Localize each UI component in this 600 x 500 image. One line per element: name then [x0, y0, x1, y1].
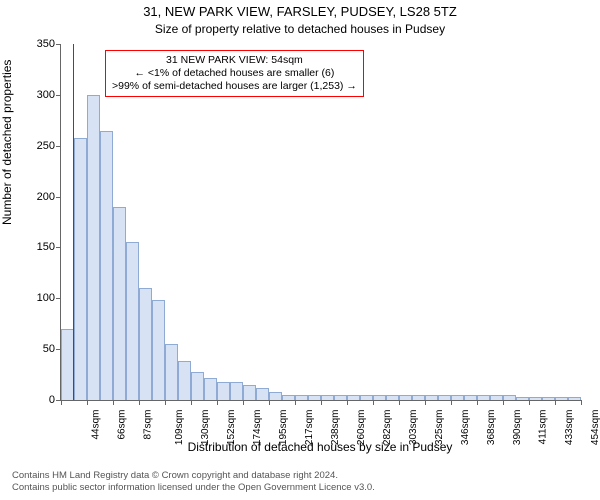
histogram-bar: [568, 397, 581, 400]
histogram-bar: [529, 397, 542, 400]
histogram-bar: [87, 95, 100, 400]
chart-title: 31, NEW PARK VIEW, FARSLEY, PUDSEY, LS28…: [0, 4, 600, 19]
histogram-bar: [347, 395, 360, 400]
histogram-bar: [451, 395, 464, 400]
y-tick-mark: [56, 197, 61, 198]
histogram-bar: [100, 131, 113, 400]
x-tick-mark: [139, 400, 140, 405]
plot-area: 05010015020025030035044sqm66sqm87sqm109s…: [60, 44, 581, 401]
histogram-bar: [412, 395, 425, 400]
annotation-line: >99% of semi-detached houses are larger …: [112, 80, 357, 93]
histogram-bar: [191, 372, 204, 400]
x-tick-mark: [191, 400, 192, 405]
histogram-bar: [269, 392, 282, 400]
histogram-bar: [152, 300, 165, 400]
x-tick-mark: [529, 400, 530, 405]
histogram-bar: [425, 395, 438, 400]
x-tick-mark: [321, 400, 322, 405]
histogram-bar: [282, 395, 295, 400]
chart-subtitle: Size of property relative to detached ho…: [0, 22, 600, 36]
histogram-bar: [321, 395, 334, 400]
x-tick-mark: [295, 400, 296, 405]
x-tick-mark: [503, 400, 504, 405]
x-tick-label: 66sqm: [117, 410, 128, 440]
y-tick-mark: [56, 146, 61, 147]
histogram-bar: [386, 395, 399, 400]
annotation-line: 31 NEW PARK VIEW: 54sqm: [112, 54, 357, 67]
x-tick-mark: [477, 400, 478, 405]
x-tick-mark: [555, 400, 556, 405]
y-tick-mark: [56, 95, 61, 96]
x-tick-mark: [61, 400, 62, 405]
histogram-bar: [490, 395, 503, 400]
histogram-bar: [399, 395, 412, 400]
histogram-bar: [74, 138, 87, 400]
histogram-bar: [477, 395, 490, 400]
y-tick-mark: [56, 247, 61, 248]
x-tick-mark: [451, 400, 452, 405]
histogram-bar: [555, 397, 568, 400]
annotation-line: ← <1% of detached houses are smaller (6): [112, 67, 357, 80]
property-marker-line: [73, 44, 74, 400]
chart-container: 31, NEW PARK VIEW, FARSLEY, PUDSEY, LS28…: [0, 0, 600, 500]
histogram-bar: [243, 385, 256, 400]
histogram-bar: [204, 378, 217, 400]
histogram-bar: [503, 395, 516, 400]
x-tick-label: 87sqm: [143, 410, 154, 440]
y-axis-label: Number of detached properties: [0, 60, 14, 225]
y-tick-mark: [56, 44, 61, 45]
attribution: Contains HM Land Registry data © Crown c…: [12, 470, 375, 494]
x-tick-label: 44sqm: [91, 410, 102, 440]
x-tick-mark: [217, 400, 218, 405]
attribution-line-2: Contains public sector information licen…: [12, 482, 375, 494]
histogram-bar: [256, 388, 269, 400]
histogram-bar: [230, 382, 243, 400]
histogram-bar: [139, 288, 152, 400]
histogram-bar: [464, 395, 477, 400]
annotation-box: 31 NEW PARK VIEW: 54sqm← <1% of detached…: [105, 50, 364, 97]
histogram-bar: [308, 395, 321, 400]
histogram-bar: [178, 361, 191, 400]
x-tick-mark: [347, 400, 348, 405]
x-tick-mark: [113, 400, 114, 405]
x-tick-mark: [243, 400, 244, 405]
y-tick-mark: [56, 298, 61, 299]
histogram-bar: [113, 207, 126, 400]
histogram-bar: [334, 395, 347, 400]
x-tick-mark: [373, 400, 374, 405]
histogram-bar: [217, 382, 230, 400]
attribution-line-1: Contains HM Land Registry data © Crown c…: [12, 470, 375, 482]
histogram-bar: [373, 395, 386, 400]
x-axis-label: Distribution of detached houses by size …: [60, 440, 580, 454]
x-tick-mark: [87, 400, 88, 405]
histogram-bar: [542, 397, 555, 400]
x-tick-mark: [399, 400, 400, 405]
histogram-bar: [438, 395, 451, 400]
x-tick-mark: [269, 400, 270, 405]
x-tick-mark: [165, 400, 166, 405]
x-tick-mark: [581, 400, 582, 405]
x-tick-mark: [425, 400, 426, 405]
histogram-bar: [126, 242, 139, 400]
histogram-bar: [165, 344, 178, 400]
histogram-bar: [360, 395, 373, 400]
x-tick-label: 454sqm: [590, 410, 600, 446]
histogram-bar: [516, 397, 529, 400]
histogram-bar: [295, 395, 308, 400]
